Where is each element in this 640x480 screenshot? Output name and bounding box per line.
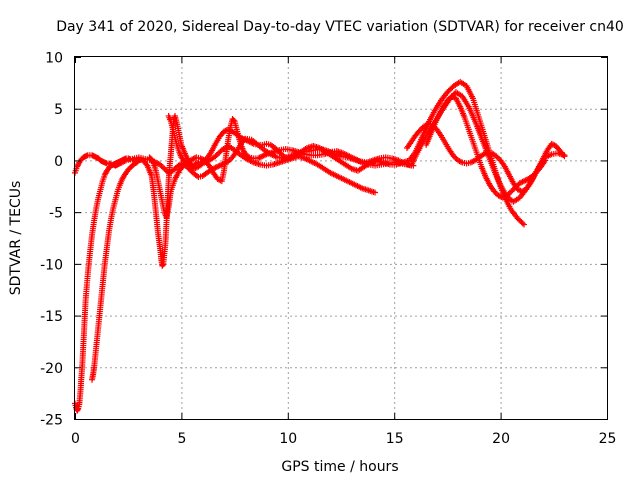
y-tick-label: -10 xyxy=(40,257,63,273)
y-tick-label: -25 xyxy=(40,413,63,429)
plot-frame xyxy=(74,56,608,420)
data-point xyxy=(560,151,567,158)
axis-ticks: 0 5 10 15 20 25 -25 -20 -15 -10 -5 0 5 10 xyxy=(40,51,616,448)
series-track-h xyxy=(423,93,549,201)
data-point xyxy=(150,159,157,166)
data-point xyxy=(230,117,237,124)
x-tick-label: 25 xyxy=(599,431,617,447)
data-point xyxy=(519,220,526,227)
data-points xyxy=(72,78,568,414)
data-point xyxy=(521,221,528,228)
chart-title: Day 341 of 2020, Sidereal Day-to-day VTE… xyxy=(56,19,624,35)
y-tick-label: -15 xyxy=(40,309,63,325)
data-point xyxy=(143,161,150,168)
series-track-f xyxy=(165,78,528,228)
data-point xyxy=(561,153,568,160)
series-track-c xyxy=(89,156,144,383)
y-axis-label: SDTVAR / TECUs xyxy=(8,181,24,296)
x-tick-label: 15 xyxy=(386,431,404,447)
data-point xyxy=(542,157,549,164)
y-tick-label: 5 xyxy=(54,102,63,118)
x-tick-label: 0 xyxy=(71,431,80,447)
x-axis-label: GPS time / hours xyxy=(281,459,398,475)
y-tick-label: 0 xyxy=(54,154,63,170)
x-tick-label: 20 xyxy=(492,431,510,447)
x-tick-label: 5 xyxy=(177,431,186,447)
y-tick-label: -20 xyxy=(40,361,63,377)
data-point xyxy=(205,161,211,168)
data-point xyxy=(410,162,417,169)
y-tick-label: 10 xyxy=(45,51,63,67)
data-point xyxy=(372,189,379,196)
y-tick-label: -5 xyxy=(49,206,63,222)
x-tick-label: 10 xyxy=(279,431,297,447)
